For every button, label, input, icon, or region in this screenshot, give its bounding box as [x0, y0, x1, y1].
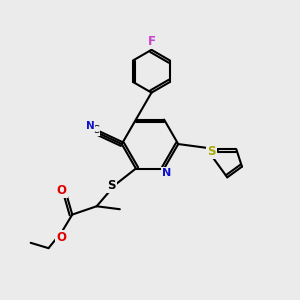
- Text: C: C: [92, 125, 99, 135]
- Text: S: S: [107, 179, 116, 192]
- Text: F: F: [148, 35, 155, 48]
- Text: O: O: [56, 231, 66, 244]
- Text: S: S: [207, 145, 215, 158]
- Text: N: N: [85, 121, 94, 131]
- Text: N: N: [162, 168, 171, 178]
- Text: O: O: [57, 184, 67, 197]
